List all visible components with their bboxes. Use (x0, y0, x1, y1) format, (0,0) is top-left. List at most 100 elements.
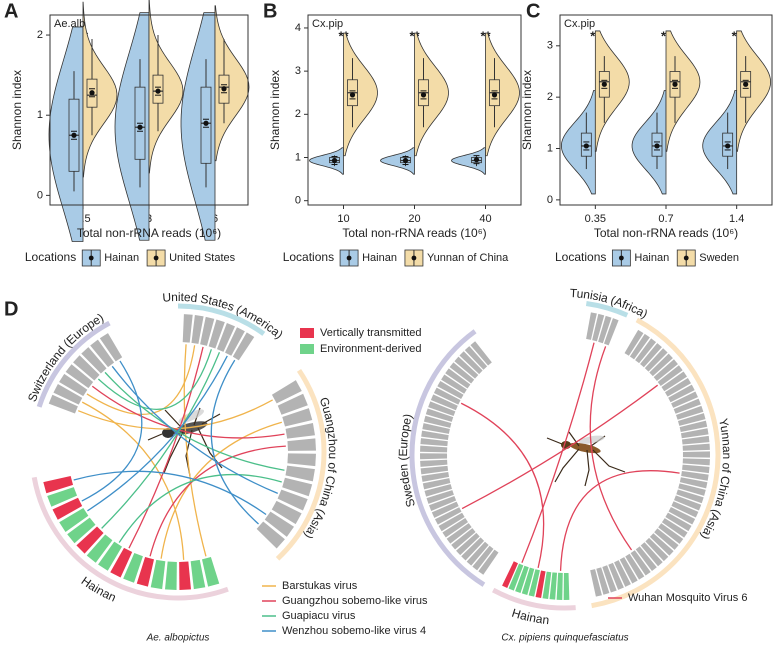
link (559, 470, 680, 571)
mean-point (743, 81, 749, 87)
legend-label: Hainan (104, 252, 139, 264)
segment (604, 318, 619, 346)
mean-point (203, 120, 209, 126)
legend-swatch-dot (88, 255, 94, 261)
segment (98, 541, 123, 571)
segment (420, 438, 448, 447)
segment (99, 333, 123, 362)
segment (630, 550, 651, 576)
legend: Locations Hainan United States (25, 249, 236, 267)
segment (459, 351, 483, 375)
violin (485, 32, 520, 157)
segment (426, 490, 454, 504)
segment (654, 528, 679, 550)
segment (478, 549, 499, 575)
violin (631, 90, 667, 195)
mean-point (137, 124, 143, 130)
x-tick-label: 0.35 (585, 213, 606, 225)
segment (619, 557, 638, 584)
segment (165, 561, 177, 590)
segment (629, 333, 650, 360)
violin (736, 30, 772, 152)
subtitle: Cx.pip (564, 18, 595, 30)
segment (521, 567, 535, 596)
x-axis-label: Total non-rRNA reads (10⁶) (77, 226, 221, 240)
legend-label: Sweden (699, 252, 739, 264)
group-arc (591, 317, 721, 609)
link (73, 470, 267, 516)
segment (435, 507, 462, 525)
y-tick-label: 1 (295, 151, 301, 163)
legend-swatch-dot (618, 255, 624, 261)
link (210, 359, 259, 525)
segment (679, 477, 708, 489)
legend-swatch-dot (153, 255, 159, 261)
group-arc (585, 301, 629, 318)
mean-point (473, 157, 480, 163)
legend-label: Yunnan of China (427, 252, 509, 264)
segment (590, 569, 602, 597)
x-tick-label: 10 (337, 213, 349, 225)
segment (191, 315, 204, 344)
mean-point (71, 132, 77, 138)
segment (635, 338, 657, 364)
link (104, 371, 285, 471)
segment (668, 507, 696, 525)
segment (454, 356, 479, 379)
segment (528, 569, 540, 597)
link (97, 349, 212, 410)
segment (225, 327, 245, 356)
segment (461, 537, 485, 561)
link (589, 346, 633, 551)
segment (47, 487, 78, 507)
segment (657, 365, 683, 387)
link (81, 360, 143, 502)
link (86, 345, 196, 416)
segment (563, 572, 570, 600)
virus-legend-label: Guapiacu virus (282, 610, 356, 622)
group-label: Tunisia (Africa) (569, 286, 650, 321)
link (160, 421, 283, 559)
mean-point (725, 143, 731, 149)
plot-frame (49, 14, 249, 206)
y-tick-label: 1 (547, 142, 553, 154)
segment (438, 512, 465, 532)
segment (256, 521, 285, 549)
segment (421, 430, 449, 441)
mean-point (420, 92, 427, 98)
link (460, 402, 545, 568)
y-tick-label: 3 (295, 65, 301, 77)
group-arc (275, 368, 327, 561)
segment (282, 477, 313, 497)
segment (208, 319, 225, 349)
segment (676, 405, 704, 420)
legend-title: Locations (283, 250, 334, 264)
segment (65, 364, 94, 389)
mean-point (402, 157, 409, 164)
violin (148, 0, 184, 174)
segment (649, 353, 673, 377)
panel-label: C (526, 0, 540, 22)
segment (640, 343, 662, 368)
mean-point (672, 81, 678, 87)
segment (422, 423, 450, 434)
violin (380, 147, 415, 175)
segment (549, 572, 558, 600)
segment (433, 387, 461, 405)
segment (658, 523, 684, 544)
link (101, 352, 221, 529)
segment (515, 565, 529, 593)
segment (442, 518, 468, 538)
segment (664, 377, 692, 397)
mean-point (583, 143, 589, 149)
violin (343, 32, 378, 157)
segment (277, 489, 308, 511)
y-tick-label: 0 (547, 194, 553, 206)
group-label-path: Tunisia (Africa) (569, 286, 650, 321)
segment (502, 561, 518, 588)
legend-swatch (300, 328, 314, 338)
segment (277, 393, 308, 415)
panel-label: A (4, 0, 18, 22)
segment (423, 415, 452, 428)
panel-label: D (4, 298, 18, 320)
